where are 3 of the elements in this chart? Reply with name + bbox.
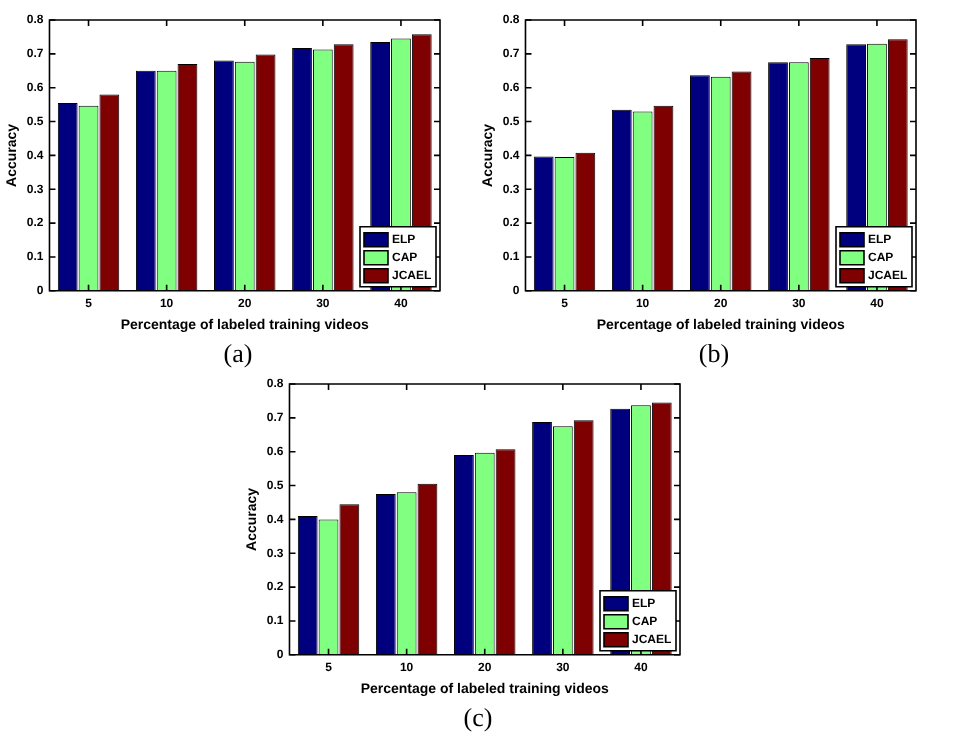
text: (c) (461, 702, 495, 734)
text: (a) (221, 338, 255, 370)
text: (b) (696, 338, 732, 370)
